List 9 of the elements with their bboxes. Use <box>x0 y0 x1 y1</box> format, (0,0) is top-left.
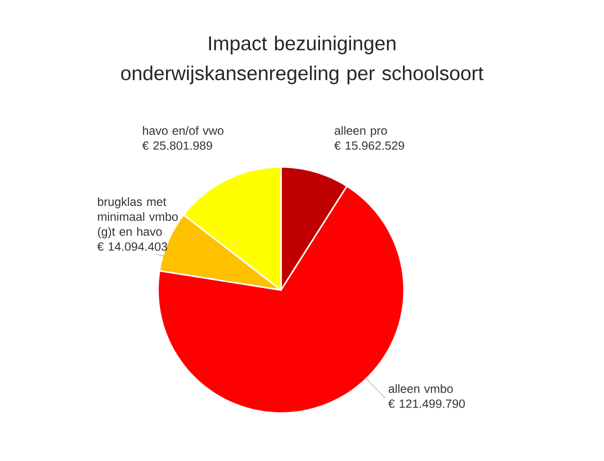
slice-label: havo en/of vwo <box>143 126 224 135</box>
data-label: € 14.094.403 <box>97 242 168 251</box>
data-label: € 25.801.989 <box>142 141 212 150</box>
data-label: € 15.962.529 <box>334 141 404 150</box>
data-label: € 121.499.790 <box>388 399 465 408</box>
slice-label: brugklas met minimaal vmbo (g)t en havo <box>98 197 178 238</box>
slice-label: alleen pro <box>334 126 387 138</box>
chart-title: Impact bezuinigingen onderwijskansenregeling per schoolsoort <box>121 36 484 84</box>
slice-label: alleen vmbo <box>388 384 453 393</box>
